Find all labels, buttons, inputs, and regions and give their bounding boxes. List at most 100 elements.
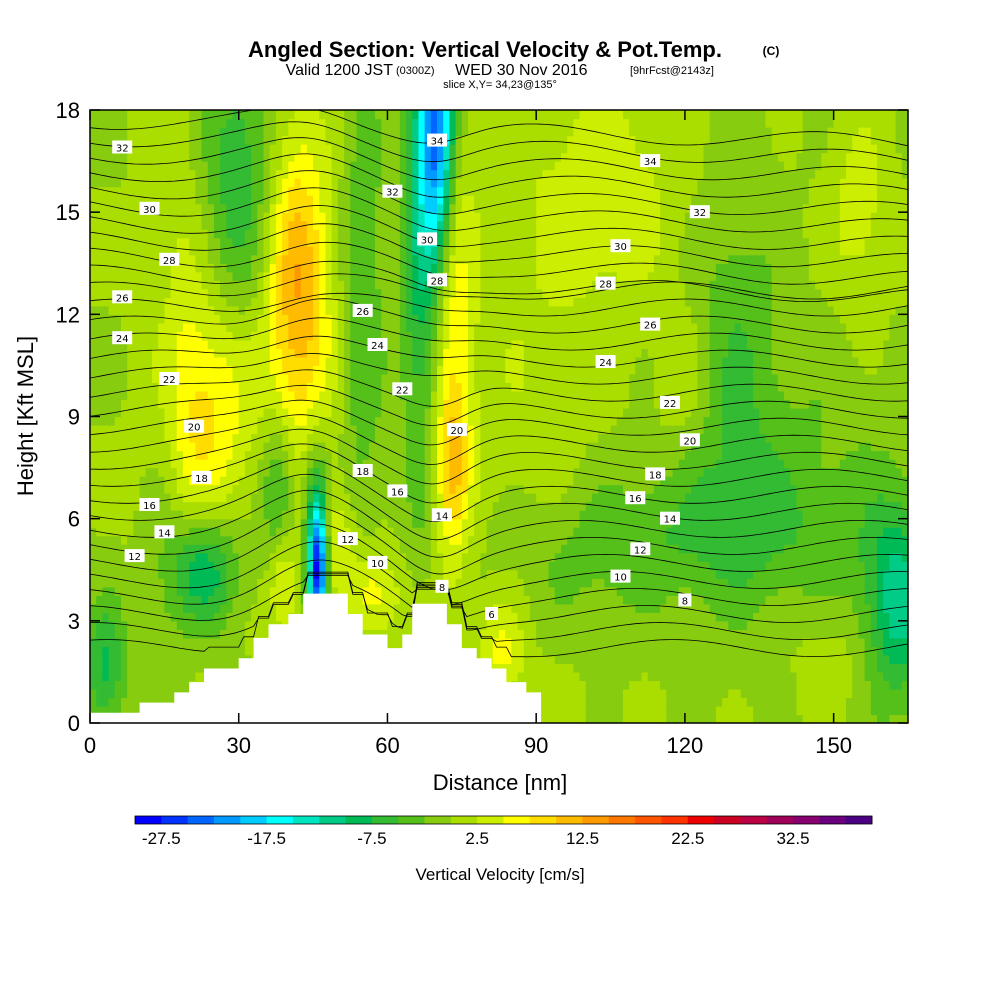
field-cell	[201, 518, 209, 528]
field-cell	[133, 595, 141, 605]
field-cell	[585, 544, 593, 554]
field-cell	[560, 612, 568, 622]
field-cell	[449, 407, 457, 418]
field-cell	[852, 433, 860, 443]
field-cell	[895, 467, 903, 477]
field-cell	[870, 425, 878, 435]
field-cell	[263, 552, 271, 562]
field-cell	[691, 510, 698, 520]
field-cell	[666, 578, 674, 588]
field-cell	[777, 654, 785, 664]
field-cell	[176, 501, 184, 511]
field-cell	[151, 569, 159, 579]
field-cell	[480, 552, 488, 562]
field-cell	[827, 518, 835, 528]
field-cell	[703, 629, 711, 639]
field-cell	[523, 578, 531, 588]
field-cell	[158, 459, 165, 469]
field-cell	[579, 501, 587, 511]
field-cell	[406, 467, 413, 477]
field-cell	[269, 586, 277, 596]
field-cell	[201, 544, 209, 554]
field-cell	[536, 535, 543, 545]
field-cell	[796, 416, 804, 426]
field-cell	[102, 450, 110, 460]
field-cell	[839, 501, 847, 511]
field-cell	[672, 697, 680, 707]
field-cell	[753, 680, 760, 690]
field-cell	[430, 407, 438, 418]
field-cell	[511, 510, 519, 520]
field-cell	[808, 663, 816, 673]
field-cell	[412, 510, 420, 520]
field-cell	[195, 484, 203, 494]
field-cell	[672, 671, 680, 682]
field-cell	[406, 484, 413, 494]
field-cell	[480, 544, 488, 554]
field-cell	[102, 603, 110, 613]
field-cell	[511, 535, 519, 545]
field-cell	[666, 535, 674, 545]
field-cell	[536, 450, 543, 460]
field-cell	[759, 493, 767, 503]
field-cell	[765, 544, 773, 554]
field-cell	[728, 595, 736, 605]
field-cell	[598, 425, 605, 435]
field-cell	[821, 425, 829, 435]
field-cell	[784, 518, 791, 528]
field-cell	[529, 663, 537, 673]
field-cell	[777, 535, 785, 545]
field-cell	[499, 476, 506, 486]
field-cell	[337, 407, 345, 418]
field-cell	[288, 552, 296, 562]
field-cell	[499, 595, 506, 605]
field-cell	[189, 569, 196, 579]
field-cell	[176, 552, 184, 562]
field-cell	[257, 416, 265, 426]
field-cell	[139, 467, 147, 477]
field-cell	[90, 705, 97, 716]
field-cell	[591, 569, 599, 579]
field-cell	[697, 612, 705, 622]
field-cell	[715, 620, 723, 630]
field-cell	[375, 416, 382, 426]
field-cell	[232, 544, 240, 554]
field-cell	[244, 467, 252, 477]
field-cell	[108, 569, 116, 579]
field-cell	[424, 484, 432, 494]
field-cell	[691, 476, 698, 486]
field-cell	[331, 493, 339, 503]
field-cell	[282, 603, 289, 613]
field-cell	[790, 501, 798, 511]
field-cell	[598, 612, 605, 622]
field-cell	[548, 646, 556, 656]
field-cell	[653, 425, 661, 435]
field-cell	[901, 450, 908, 460]
field-cell	[784, 637, 791, 647]
field-cell	[554, 697, 562, 707]
field-cell	[567, 561, 574, 571]
field-cell	[846, 663, 853, 673]
field-cell	[604, 518, 612, 528]
field-cell	[796, 561, 804, 571]
field-cell	[567, 518, 574, 528]
field-cell	[430, 527, 438, 537]
field-cell	[808, 680, 816, 690]
field-cell	[486, 620, 494, 630]
field-cell	[653, 407, 661, 418]
field-cell	[393, 578, 401, 588]
field-cell	[120, 552, 128, 562]
field-cell	[567, 595, 574, 605]
field-cell	[232, 518, 240, 528]
field-cell	[660, 603, 667, 613]
field-cell	[300, 493, 308, 503]
field-cell	[430, 493, 438, 503]
field-cell	[734, 697, 742, 707]
field-cell	[895, 586, 903, 596]
field-cell	[96, 595, 103, 605]
field-cell	[604, 561, 612, 571]
field-cell	[703, 493, 711, 503]
field-cell	[548, 527, 556, 537]
field-cell	[759, 459, 767, 469]
field-cell	[604, 459, 612, 469]
